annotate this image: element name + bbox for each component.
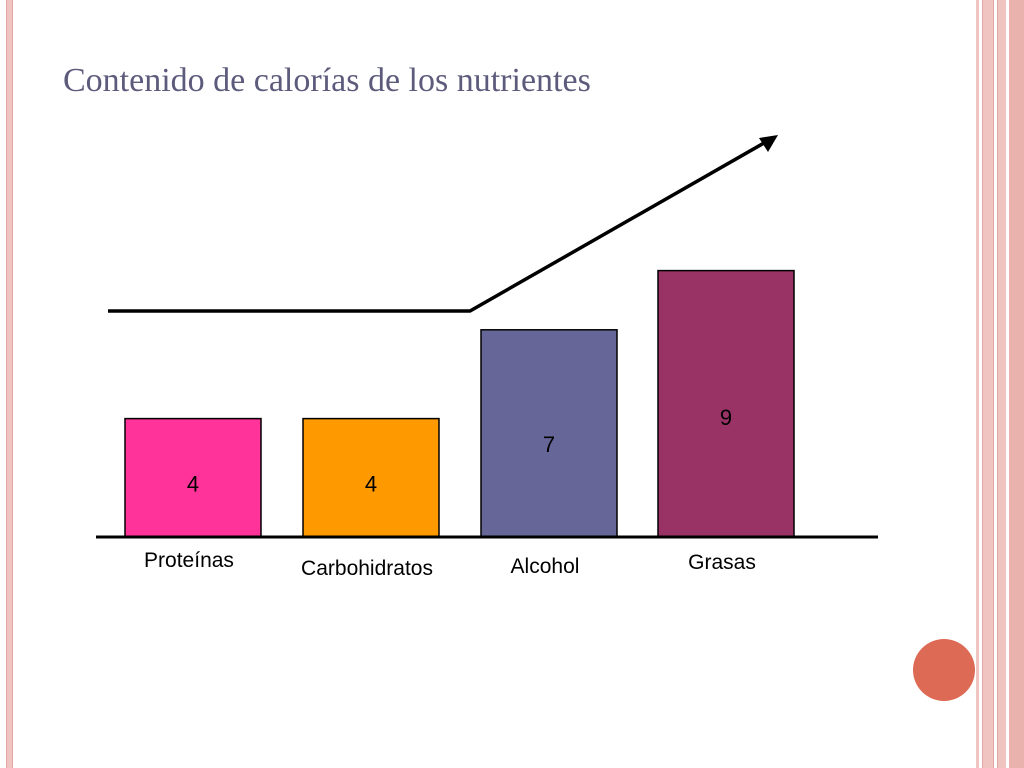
value-label-proteínas: 4: [187, 472, 199, 497]
left-border-stripe: [6, 0, 13, 768]
right-stripe-thin-1: [976, 0, 979, 768]
right-stripe-4: [1009, 0, 1024, 768]
trend-arrow-head-icon: [759, 135, 778, 152]
decorative-circle: [913, 639, 975, 701]
category-label-carbohidratos: Carbohidratos: [301, 557, 433, 580]
category-label-grasas: Grasas: [688, 551, 756, 574]
right-stripe-3: [997, 0, 1006, 768]
category-label-proteínas: Proteínas: [144, 549, 234, 572]
bar-grasas: [657, 269, 795, 538]
value-label-grasas: 9: [720, 405, 732, 430]
category-label-alcohol: Alcohol: [511, 555, 580, 578]
value-labels-group: 4 4 7 9: [187, 405, 732, 497]
right-stripe-2: [982, 0, 994, 768]
bar-proteínas: [124, 417, 262, 538]
bars-group: [124, 269, 795, 538]
trend-line: [108, 137, 772, 313]
slide-title: Contenido de calorías de los nutrientes: [63, 62, 591, 99]
right-border-stripes: [976, 0, 1024, 768]
value-label-alcohol: 7: [543, 432, 555, 457]
category-labels-group: Proteínas Carbohidratos Alcohol Grasas: [144, 549, 756, 580]
value-label-carbohidratos: 4: [365, 472, 377, 497]
